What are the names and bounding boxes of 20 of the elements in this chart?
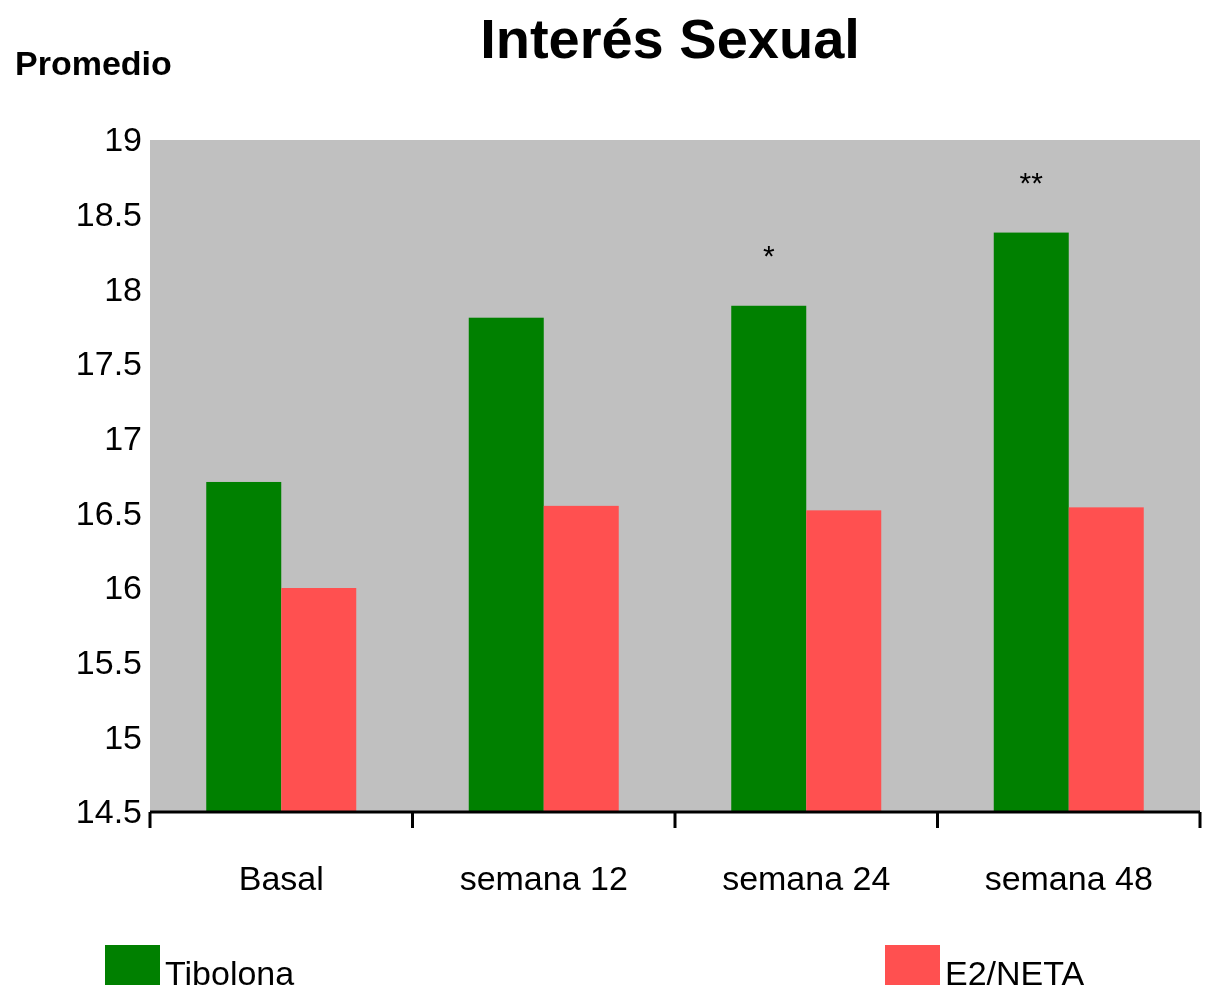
y-tick-label: 17 (104, 419, 142, 458)
y-axis-title: Promedio (15, 44, 172, 82)
y-tick-label: 16.5 (75, 493, 142, 532)
y-tick-label: 16 (104, 568, 142, 607)
annotation: * (762, 238, 775, 272)
y-tick-label: 17.5 (75, 344, 142, 383)
chart-title: Interés Sexual (480, 7, 860, 70)
y-tick-label: 18.5 (75, 195, 142, 234)
y-tick-label: 15 (104, 717, 142, 756)
legend-label: Tibolona (165, 954, 295, 991)
x-tick-label: semana 24 (722, 859, 891, 897)
x-tick-label: Basal (238, 859, 324, 897)
y-tick-label: 15.5 (75, 643, 142, 682)
y-tick-label: 14.5 (75, 792, 142, 831)
annotation: ** (1019, 165, 1044, 199)
y-tick-label: 18 (104, 269, 142, 308)
x-tick-label: semana 48 (984, 859, 1153, 897)
y-tick-label: 19 (104, 120, 142, 159)
legend-label: E2/NETA (945, 954, 1085, 991)
x-tick-label: semana 12 (459, 859, 628, 897)
